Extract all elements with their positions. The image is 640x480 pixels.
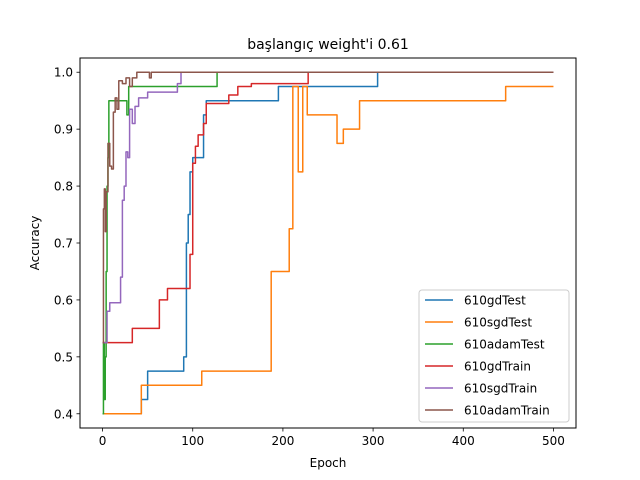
series-lines xyxy=(102,71,554,415)
x-tick-label: 0 xyxy=(99,434,107,448)
chart-title: başlangıç weight'i 0.61 xyxy=(247,37,409,53)
x-axis-label: Epoch xyxy=(310,456,347,470)
y-axis-label: Accuracy xyxy=(28,216,42,271)
y-tick-label: 0.4 xyxy=(54,407,73,421)
y-tick-label: 0.5 xyxy=(54,350,73,364)
legend-label-3: 610gdTrain xyxy=(464,360,531,374)
legend-label-1: 610sgdTest xyxy=(464,316,532,330)
x-tick-label: 400 xyxy=(452,434,475,448)
legend-label-0: 610gdTest xyxy=(464,294,526,308)
legend: 610gdTest 610sgdTest 610adamTest 610gdTrain… xyxy=(418,289,570,423)
series-line-5 xyxy=(102,71,554,344)
legend-label-2: 610adamTest xyxy=(464,338,545,352)
y-tick-label: 0.6 xyxy=(54,293,73,307)
y-axis: 0.4 0.5 0.6 0.7 0.8 0.9 1.0 xyxy=(54,66,80,421)
x-axis: 0 100 200 300 400 500 xyxy=(99,428,565,448)
x-tick-label: 200 xyxy=(271,434,294,448)
y-tick-label: 0.8 xyxy=(54,180,73,194)
y-tick-label: 1.0 xyxy=(54,66,73,80)
legend-label-5: 610adamTrain xyxy=(464,404,550,418)
x-tick-label: 300 xyxy=(362,434,385,448)
series-line-1 xyxy=(102,85,554,415)
legend-box xyxy=(418,289,570,423)
x-tick-label: 500 xyxy=(542,434,565,448)
y-tick-label: 0.7 xyxy=(54,237,73,251)
y-tick-label: 0.9 xyxy=(54,123,73,137)
series-line-0 xyxy=(102,71,554,415)
series-line-3 xyxy=(102,71,554,344)
x-tick-label: 100 xyxy=(181,434,204,448)
legend-label-4: 610sgdTrain xyxy=(464,382,537,396)
series-line-4 xyxy=(102,71,554,344)
